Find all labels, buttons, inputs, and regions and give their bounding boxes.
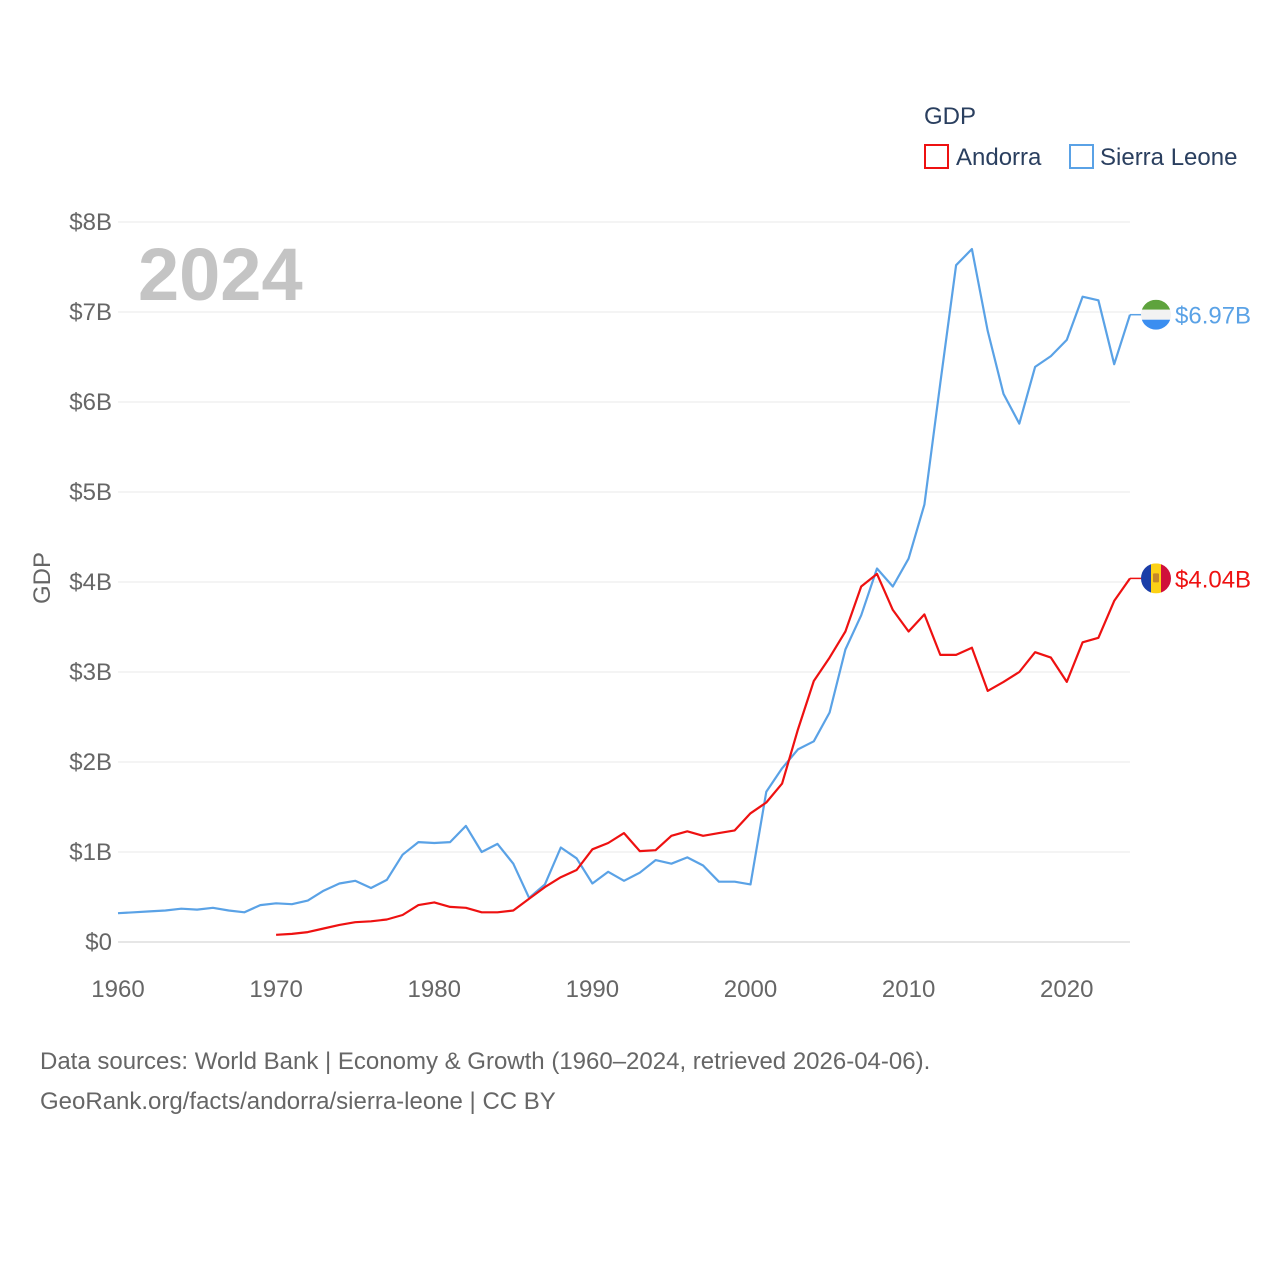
legend: GDP Andorra Sierra Leone (924, 103, 1237, 171)
legend-title: GDP (924, 103, 976, 130)
sierra-leone-flag-icon (1141, 299, 1171, 330)
legend-swatch-andorra (924, 144, 949, 169)
y-tick-label: $3B (69, 659, 112, 686)
legend-label-sierra-leone: Sierra Leone (1100, 144, 1237, 171)
x-tick-label: 2000 (724, 976, 777, 1003)
x-tick-label: 1960 (91, 976, 144, 1003)
year-label: 2024 (138, 233, 303, 316)
end-value-label-andorra: $4.04B (1175, 566, 1251, 593)
y-axis-title: GDP (29, 552, 56, 604)
y-axis: $0 $1B $2B $3B $4B $5B $6B $7B $8B (69, 209, 112, 956)
x-tick-label: 1990 (566, 976, 619, 1003)
series-line-sierra-leone (117, 247, 1132, 915)
y-tick-label: $8B (69, 209, 112, 236)
x-tick-label: 2010 (882, 976, 935, 1003)
series-end-markers: $4.04B $6.97B (1130, 299, 1251, 594)
legend-label-andorra: Andorra (956, 144, 1042, 171)
flag-stripes (1141, 299, 1171, 330)
x-tick-label: 2020 (1040, 976, 1093, 1003)
y-tick-label: $2B (69, 749, 112, 776)
y-tick-label: $0 (85, 929, 112, 956)
flag-stripe (1141, 309, 1171, 320)
legend-swatch-sierra-leone (1069, 144, 1094, 169)
y-tick-label: $6B (69, 389, 112, 416)
flag-stripe (1161, 563, 1171, 594)
flag-stripes (1141, 563, 1171, 594)
source-line-2[interactable]: GeoRank.org/facts/andorra/sierra-leone |… (40, 1088, 556, 1115)
x-tick-label: 1970 (249, 976, 302, 1003)
y-tick-label: $4B (69, 569, 112, 596)
legend-item-sierra-leone[interactable]: Sierra Leone (1069, 144, 1237, 171)
y-tick-label: $7B (69, 299, 112, 326)
flag-stripe (1141, 319, 1171, 330)
gridlines (118, 221, 1130, 943)
series-line-andorra (276, 572, 1131, 936)
series-lines (117, 247, 1132, 936)
source-note: Data sources: World Bank | Economy & Gro… (40, 1042, 1240, 1122)
end-value-label-sierra-leone: $6.97B (1175, 303, 1251, 330)
y-tick-label: $5B (69, 479, 112, 506)
flag-stripe (1141, 563, 1151, 594)
flag-emblem (1153, 573, 1159, 583)
y-tick-label: $1B (69, 839, 112, 866)
x-axis: 1960 1970 1980 1990 2000 2010 2020 (91, 976, 1093, 1003)
source-line-1: Data sources: World Bank | Economy & Gro… (40, 1048, 931, 1075)
legend-item-andorra[interactable]: Andorra (924, 144, 1042, 171)
x-tick-label: 1980 (408, 976, 461, 1003)
flag-stripe (1141, 299, 1171, 310)
andorra-flag-icon (1141, 563, 1171, 594)
